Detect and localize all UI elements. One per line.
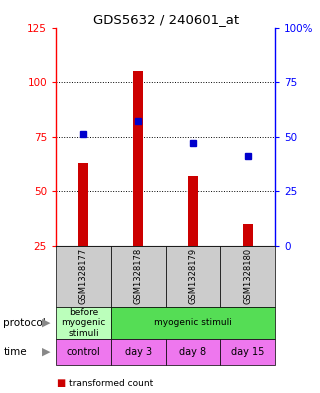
Text: ▶: ▶ [42, 347, 51, 357]
Text: time: time [3, 347, 27, 357]
Text: day 3: day 3 [124, 347, 152, 357]
Text: day 8: day 8 [180, 347, 207, 357]
Text: GSM1328177: GSM1328177 [79, 248, 88, 304]
Text: GSM1328178: GSM1328178 [134, 248, 143, 304]
Bar [243, 224, 253, 246]
Text: GSM1328179: GSM1328179 [188, 248, 197, 304]
Text: transformed count: transformed count [69, 379, 153, 387]
Text: GSM1328180: GSM1328180 [243, 248, 252, 304]
Text: protocol: protocol [3, 318, 46, 328]
Bar [133, 71, 143, 246]
Text: before
myogenic
stimuli: before myogenic stimuli [61, 308, 106, 338]
Title: GDS5632 / 240601_at: GDS5632 / 240601_at [92, 13, 239, 26]
Text: ■: ■ [56, 378, 65, 388]
Text: myogenic stimuli: myogenic stimuli [154, 318, 232, 327]
Text: control: control [67, 347, 100, 357]
Bar [78, 163, 88, 246]
Bar [188, 176, 198, 246]
Text: day 15: day 15 [231, 347, 265, 357]
Text: ▶: ▶ [42, 318, 51, 328]
